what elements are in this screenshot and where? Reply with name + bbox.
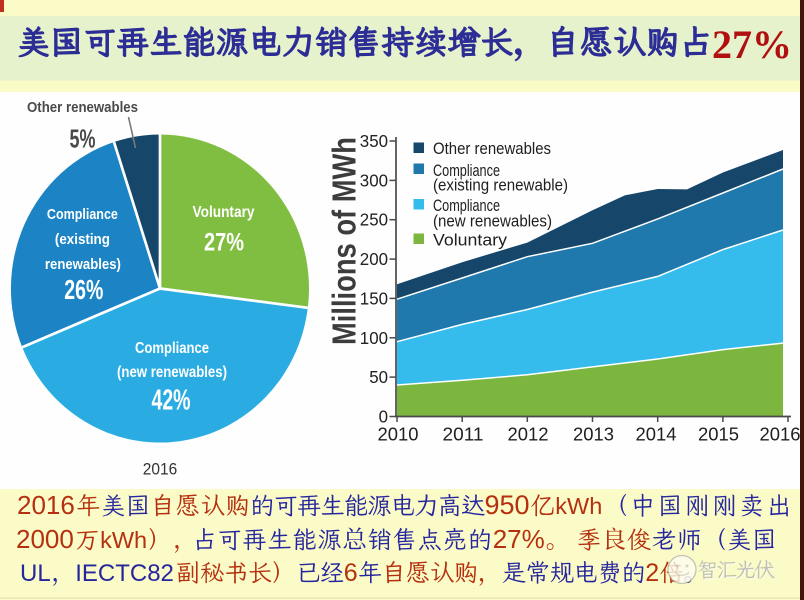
svg-text:IECTC82: IECTC82: [75, 560, 174, 587]
svg-text:150: 150: [360, 288, 388, 308]
svg-text:kWh: kWh: [555, 493, 602, 519]
svg-text:Compliance: Compliance: [135, 340, 209, 357]
svg-text:27%: 27%: [204, 229, 244, 257]
svg-text:300: 300: [360, 170, 388, 190]
svg-text:2013: 2013: [573, 424, 614, 445]
svg-text:UL: UL: [20, 560, 51, 587]
svg-text:5%: 5%: [70, 124, 96, 154]
svg-text:2016: 2016: [760, 424, 801, 445]
svg-text:2010: 2010: [378, 424, 419, 445]
svg-text:Other renewables: Other renewables: [433, 140, 551, 158]
svg-text:27%: 27%: [493, 524, 545, 554]
svg-text:2016: 2016: [143, 460, 178, 479]
svg-text:26%: 26%: [64, 274, 103, 305]
svg-text:200: 200: [360, 249, 388, 269]
svg-text:(existing: (existing: [55, 232, 110, 248]
svg-text:250: 250: [360, 210, 388, 230]
svg-text:2000: 2000: [16, 524, 74, 554]
svg-text:42%: 42%: [152, 385, 191, 417]
svg-text:6: 6: [344, 559, 358, 587]
svg-text:Compliance: Compliance: [433, 162, 500, 180]
svg-text:950: 950: [485, 490, 530, 520]
svg-text:Compliance: Compliance: [47, 207, 118, 223]
svg-text:50: 50: [369, 367, 388, 387]
svg-text:Compliance: Compliance: [433, 197, 500, 215]
svg-text:100: 100: [360, 328, 388, 348]
svg-text:Voluntary: Voluntary: [193, 204, 255, 221]
svg-text:2014: 2014: [636, 424, 677, 445]
svg-text:(existing renewable): (existing renewable): [433, 177, 568, 195]
svg-text:Millions of MWh: Millions of MWh: [326, 137, 363, 345]
svg-text:kWh: kWh: [100, 527, 147, 553]
svg-text:0: 0: [379, 407, 389, 427]
svg-text:Other renewables: Other renewables: [27, 100, 138, 116]
svg-text:2: 2: [645, 559, 659, 587]
svg-text:(new renewables): (new renewables): [117, 364, 227, 381]
svg-text:2011: 2011: [443, 424, 484, 445]
svg-text:2012: 2012: [508, 424, 549, 445]
svg-text:2015: 2015: [698, 424, 739, 445]
svg-text:27%: 27%: [712, 22, 792, 67]
svg-text:(new renewables): (new renewables): [433, 213, 552, 231]
svg-text:Voluntary: Voluntary: [433, 232, 508, 250]
svg-text:2016: 2016: [17, 490, 75, 520]
svg-text:renewables): renewables): [45, 257, 121, 273]
svg-text:350: 350: [360, 131, 388, 151]
